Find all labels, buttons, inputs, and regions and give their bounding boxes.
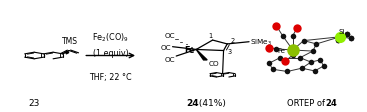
Text: 23: 23 — [29, 98, 40, 107]
Text: Fe: Fe — [277, 48, 285, 54]
Text: Fe: Fe — [184, 45, 195, 54]
Text: 24: 24 — [186, 98, 199, 107]
Text: Si: Si — [339, 29, 345, 35]
Text: ORTEP of: ORTEP of — [287, 98, 328, 107]
Text: Fe$_2$(CO)$_9$: Fe$_2$(CO)$_9$ — [92, 31, 129, 43]
Text: OC: OC — [161, 44, 171, 50]
Text: CO: CO — [208, 61, 219, 67]
Text: SiMe$_3$: SiMe$_3$ — [250, 37, 272, 47]
Text: 3: 3 — [227, 48, 231, 54]
Text: (1 equiv): (1 equiv) — [93, 48, 128, 57]
Text: 2: 2 — [231, 38, 235, 43]
Text: 24: 24 — [325, 98, 337, 107]
Text: THF; 22 °C: THF; 22 °C — [89, 72, 132, 81]
Text: 1: 1 — [209, 33, 213, 39]
Text: OC: OC — [164, 33, 175, 39]
Text: TMS: TMS — [62, 37, 78, 46]
Text: OC: OC — [164, 57, 175, 63]
Text: (41%): (41%) — [196, 98, 226, 107]
Polygon shape — [196, 50, 207, 60]
